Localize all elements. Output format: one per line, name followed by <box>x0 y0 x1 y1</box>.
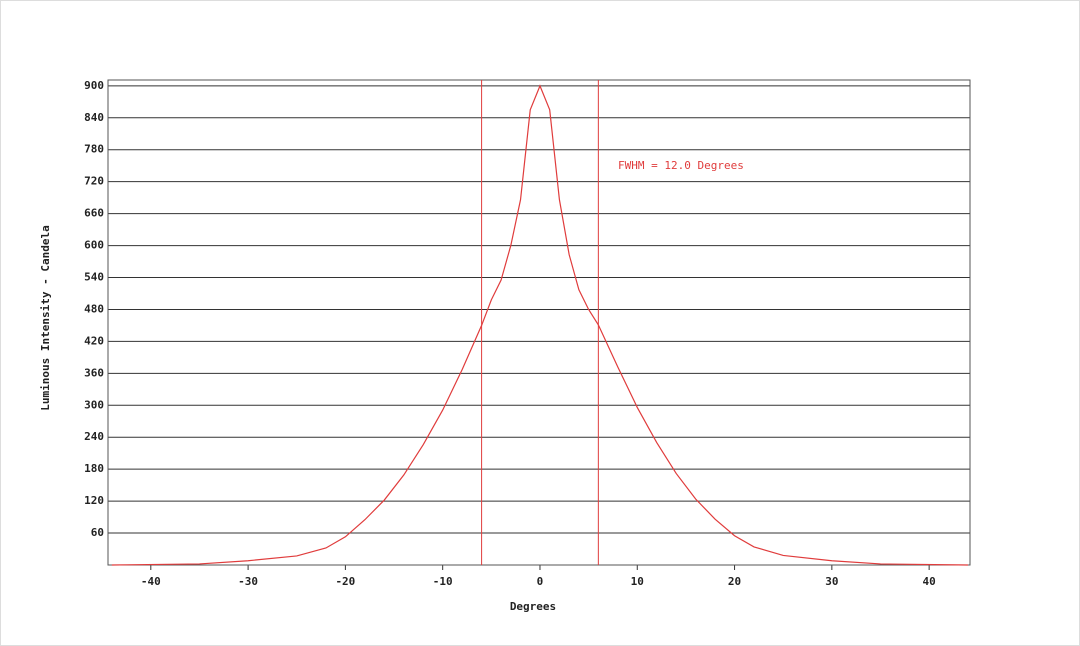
y-tick-label: 180 <box>84 462 104 475</box>
x-tick-label: 20 <box>728 575 741 588</box>
x-tick-label: 40 <box>923 575 936 588</box>
y-tick-label: 480 <box>84 302 104 315</box>
x-tick-label: 0 <box>537 575 544 588</box>
y-axis-label: Luminous Intensity - Candela <box>39 225 52 410</box>
y-tick-label: 300 <box>84 398 104 411</box>
y-tick-label: 840 <box>84 111 104 124</box>
plot-border <box>107 79 971 566</box>
y-tick-label: 60 <box>91 526 104 539</box>
x-tick-label: -40 <box>141 575 161 588</box>
y-tick-label: 240 <box>84 430 104 443</box>
y-tick-label: 720 <box>84 175 104 188</box>
y-tick-label: 600 <box>84 239 104 252</box>
y-tick-label: 780 <box>84 143 104 156</box>
x-tick-label: 30 <box>825 575 838 588</box>
x-tick-label: -30 <box>238 575 258 588</box>
y-tick-label: 540 <box>84 271 104 284</box>
x-tick-label: -20 <box>335 575 355 588</box>
y-tick-label: 120 <box>84 494 104 507</box>
y-tick-label: 360 <box>84 366 104 379</box>
x-tick-label: -10 <box>433 575 453 588</box>
x-tick-label: 10 <box>631 575 644 588</box>
x-axis-label: Degrees <box>510 600 556 613</box>
y-tick-label: 900 <box>84 79 104 92</box>
line <box>111 84 969 566</box>
y-tick-label: 420 <box>84 334 104 347</box>
annotation: FWHM = 12.0 Degrees <box>618 159 744 172</box>
y-tick-label: 660 <box>84 207 104 220</box>
